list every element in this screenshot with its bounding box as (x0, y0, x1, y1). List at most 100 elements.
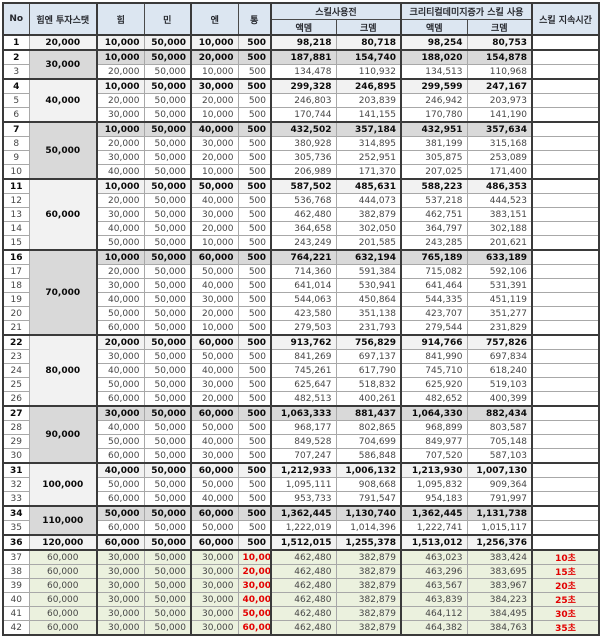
him-cell: 10,000 (96, 249, 145, 265)
row-number: 21 (2, 320, 30, 336)
duration-cell (531, 363, 600, 378)
table-header: No 힘엔 투자스탯 힘 민 엔 통 스킬사용전 크리티컬데미지증가 스킬 사용… (2, 2, 600, 36)
him-cell: 60,000 (96, 520, 145, 536)
row-number: 38 (2, 564, 30, 579)
him-cell: 10,000 (96, 121, 145, 137)
row-number: 16 (2, 249, 30, 265)
row-number: 5 (2, 93, 30, 108)
invest-stat-cell: 110,000 (28, 505, 98, 536)
min-cell: 50,000 (143, 520, 192, 536)
atk-dmg-before-cell: 841,269 (270, 349, 337, 364)
crit-dmg-after-cell: 351,277 (466, 306, 534, 321)
row-number: 1 (2, 34, 30, 51)
him-cell: 60,000 (96, 391, 145, 407)
atk-dmg-before-cell: 745,261 (270, 363, 337, 378)
row-number: 35 (2, 520, 30, 536)
min-cell: 50,000 (143, 320, 192, 336)
row-number: 28 (2, 420, 30, 435)
col-header-skill-duration: 스킬 지속시간 (531, 2, 600, 36)
row-number: 15 (2, 235, 30, 251)
row-number: 31 (2, 462, 30, 478)
crit-dmg-after-cell: 531,391 (466, 278, 534, 293)
table-row: 31 100,000 40,000 50,000 60,000 500 1,212,933 1… (2, 462, 600, 507)
en-cell: 30,000 (190, 136, 239, 151)
tong-cell: 500 (237, 462, 272, 478)
en-cell: 50,000 (190, 349, 239, 364)
table-row: 19 40,000 50,000 30,000 500 544,063 450,864 544… (2, 292, 600, 307)
duration-cell (531, 207, 600, 222)
col-header-him: 힘 (96, 2, 145, 36)
crit-dmg-before-cell: 252,951 (335, 150, 402, 165)
crit-dmg-before-cell: 203,839 (335, 93, 402, 108)
crit-dmg-after-cell: 400,399 (466, 391, 534, 407)
atk-dmg-before-cell: 587,502 (270, 178, 337, 194)
en-cell: 60,000 (190, 405, 239, 421)
invest-stat-cell: 30,000 (28, 49, 98, 80)
atk-dmg-after-cell: 1,362,445 (400, 505, 468, 521)
en-cell: 50,000 (190, 520, 239, 536)
row-number: 14 (2, 221, 30, 236)
him-cell: 30,000 (96, 278, 145, 293)
min-cell: 50,000 (143, 78, 192, 94)
him-cell: 20,000 (96, 64, 145, 80)
him-cell: 30,000 (96, 349, 145, 364)
crit-dmg-before-cell: 382,879 (335, 592, 402, 607)
invest-stat-cell: 100,000 (28, 462, 98, 507)
tong-cell: 500 (237, 349, 272, 364)
duration-cell: 30초 (531, 606, 600, 621)
invest-stat-cell: 120,000 (28, 534, 98, 551)
atk-dmg-after-cell: 954,183 (400, 491, 468, 507)
crit-dmg-after-cell: 705,148 (466, 434, 534, 449)
min-cell: 50,000 (143, 306, 192, 321)
crit-dmg-before-cell: 351,138 (335, 306, 402, 321)
atk-dmg-before-cell: 707,247 (270, 448, 337, 464)
min-cell: 50,000 (143, 249, 192, 265)
duration-cell (531, 320, 600, 336)
duration-cell (531, 193, 600, 208)
table-row: 25 50,000 50,000 30,000 500 625,647 518,832 625… (2, 377, 600, 392)
crit-dmg-after-cell: 302,188 (466, 221, 534, 236)
en-cell: 20,000 (190, 221, 239, 236)
duration-cell (531, 78, 600, 94)
crit-dmg-before-cell: 382,879 (335, 207, 402, 222)
min-cell: 50,000 (143, 64, 192, 80)
en-cell: 30,000 (190, 292, 239, 307)
en-cell: 10,000 (190, 235, 239, 251)
atk-dmg-before-cell: 482,513 (270, 391, 337, 407)
crit-dmg-before-cell: 756,829 (335, 334, 402, 350)
crit-dmg-after-cell: 154,878 (466, 49, 534, 65)
en-cell: 60,000 (190, 505, 239, 521)
duration-cell (531, 434, 600, 449)
col-header-crit-dmg-after: 크뎀 (466, 19, 534, 36)
atk-dmg-before-cell: 364,658 (270, 221, 337, 236)
min-cell: 50,000 (143, 534, 192, 551)
crit-dmg-after-cell: 203,973 (466, 93, 534, 108)
en-cell: 50,000 (190, 477, 239, 492)
min-cell: 50,000 (143, 505, 192, 521)
col-header-before-skill: 스킬사용전 (270, 2, 402, 20)
crit-dmg-after-cell: 383,695 (466, 564, 534, 579)
table-row: 24 40,000 50,000 40,000 500 745,261 617,790 745… (2, 363, 600, 378)
min-cell: 50,000 (143, 377, 192, 392)
atk-dmg-after-cell: 841,990 (400, 349, 468, 364)
row-number: 7 (2, 121, 30, 137)
col-header-atk-dmg-before: 액뎀 (270, 19, 337, 36)
him-cell: 50,000 (96, 477, 145, 492)
crit-dmg-before-cell: 1,006,132 (335, 462, 402, 478)
en-cell: 40,000 (190, 121, 239, 137)
invest-stat-cell: 90,000 (28, 405, 98, 464)
crit-dmg-before-cell: 530,941 (335, 278, 402, 293)
atk-dmg-before-cell: 462,480 (270, 564, 337, 579)
atk-dmg-before-cell: 462,480 (270, 620, 337, 636)
table-row: 34 110,000 50,000 50,000 60,000 500 1,362,445 1… (2, 505, 600, 536)
duration-cell (531, 420, 600, 435)
him-cell: 30,000 (96, 549, 145, 565)
crit-dmg-after-cell: 451,119 (466, 292, 534, 307)
him-cell: 30,000 (96, 150, 145, 165)
crit-dmg-before-cell: 908,668 (335, 477, 402, 492)
tong-cell: 500 (237, 505, 272, 521)
row-number: 6 (2, 107, 30, 123)
duration-cell (531, 477, 600, 492)
en-cell: 60,000 (190, 249, 239, 265)
tong-cell: 500 (237, 405, 272, 421)
